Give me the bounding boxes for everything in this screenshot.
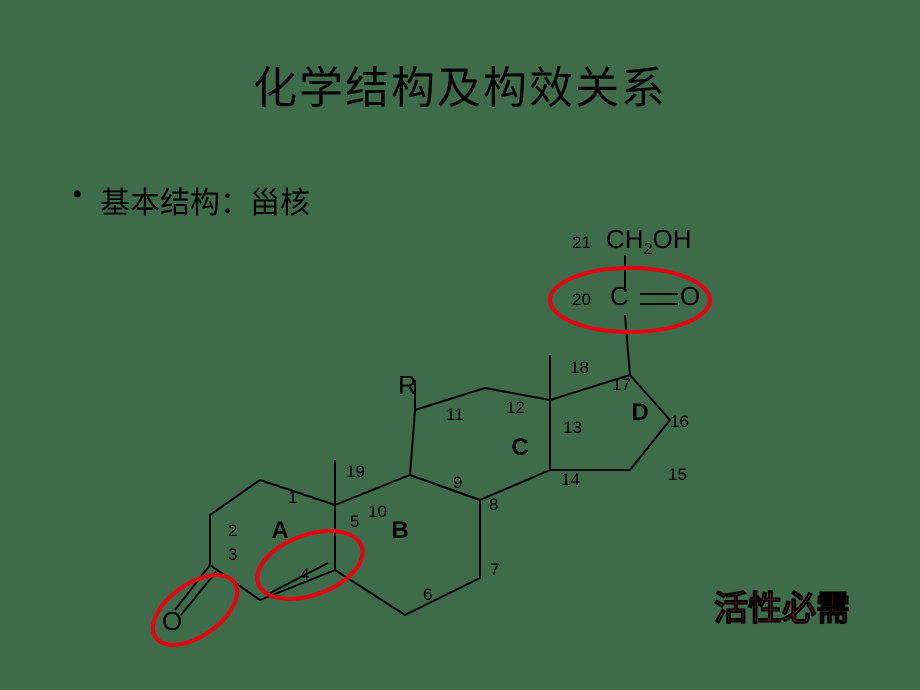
- svg-text:13: 13: [563, 418, 582, 437]
- svg-text:C: C: [610, 281, 629, 311]
- svg-text:D: D: [631, 399, 648, 426]
- svg-text:20: 20: [572, 290, 591, 309]
- svg-text:B: B: [391, 517, 408, 544]
- svg-text:8: 8: [489, 495, 498, 514]
- slide: 化学结构及构效关系 基本结构：甾核 ABCD123456789101112131…: [0, 0, 920, 690]
- slide-title: 化学结构及构效关系: [0, 52, 920, 116]
- svg-text:7: 7: [490, 560, 499, 579]
- svg-text:10: 10: [368, 502, 387, 521]
- svg-text:3: 3: [228, 545, 237, 564]
- svg-text:17: 17: [612, 375, 631, 394]
- svg-text:2: 2: [228, 521, 237, 540]
- bullet-text: 基本结构：甾核: [100, 178, 310, 222]
- svg-text:1: 1: [288, 488, 297, 507]
- svg-text:4: 4: [300, 565, 309, 584]
- svg-text:O: O: [162, 606, 182, 636]
- required-label: 活性必需: [714, 581, 850, 630]
- svg-text:5: 5: [350, 512, 359, 531]
- svg-text:16: 16: [670, 412, 689, 431]
- svg-text:O: O: [680, 281, 700, 311]
- svg-text:12: 12: [506, 398, 525, 417]
- svg-text:CH2OH: CH2OH: [606, 224, 691, 258]
- svg-text:15: 15: [668, 465, 687, 484]
- svg-text:21: 21: [572, 233, 591, 252]
- svg-text:A: A: [271, 517, 288, 544]
- svg-text:19: 19: [346, 462, 365, 481]
- svg-text:C: C: [511, 434, 528, 461]
- svg-text:6: 6: [423, 585, 432, 604]
- svg-text:9: 9: [453, 473, 462, 492]
- svg-text:R: R: [398, 370, 417, 400]
- svg-text:14: 14: [561, 470, 580, 489]
- svg-text:18: 18: [570, 358, 589, 377]
- svg-text:11: 11: [446, 405, 464, 424]
